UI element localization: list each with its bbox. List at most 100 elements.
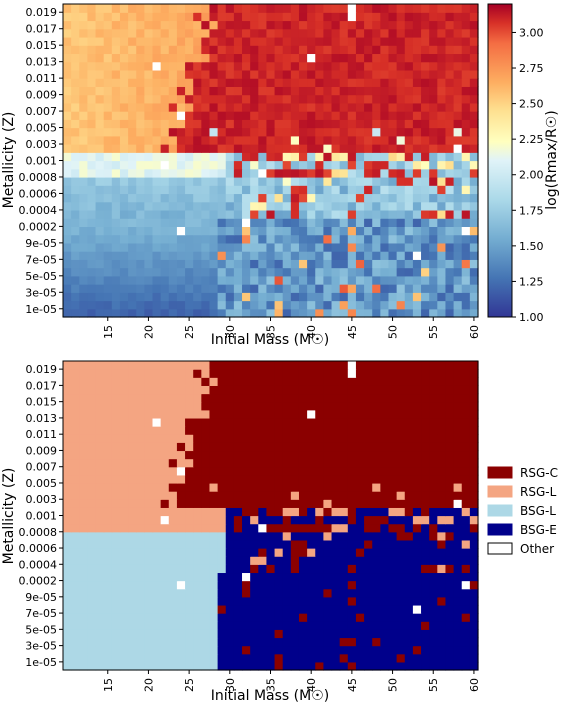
heatmap-cell bbox=[469, 176, 479, 186]
heatmap-cell bbox=[412, 20, 422, 30]
heatmap-cell bbox=[282, 12, 292, 22]
heatmap-cell bbox=[323, 242, 333, 252]
heatmap-cell bbox=[388, 135, 398, 145]
classification-cell bbox=[388, 393, 398, 403]
heatmap-cell bbox=[421, 176, 430, 186]
classification-cell bbox=[144, 515, 154, 525]
heatmap-cell bbox=[315, 292, 324, 302]
classification-cell bbox=[396, 482, 406, 492]
heatmap-cell bbox=[380, 53, 390, 63]
classification-cell bbox=[63, 531, 72, 541]
heatmap-cell bbox=[266, 53, 276, 63]
heatmap-cell bbox=[421, 4, 430, 13]
classification-cell bbox=[225, 401, 235, 411]
heatmap-cell bbox=[364, 185, 373, 195]
classification-cell bbox=[290, 564, 300, 574]
heatmap-cell bbox=[95, 160, 105, 170]
heatmap-cell bbox=[290, 308, 300, 318]
heatmap-cell bbox=[242, 36, 251, 46]
heatmap-cell bbox=[242, 152, 251, 162]
heatmap-cell bbox=[396, 86, 406, 96]
classification-cell bbox=[250, 450, 259, 460]
classification-cell bbox=[421, 531, 430, 541]
heatmap-cell bbox=[388, 308, 398, 318]
classification-cell bbox=[71, 653, 80, 663]
classification-cell bbox=[193, 523, 202, 533]
heatmap-cell bbox=[315, 308, 324, 318]
heatmap-cell bbox=[469, 69, 479, 79]
classification-cell bbox=[160, 385, 170, 395]
heatmap-cell bbox=[290, 111, 300, 120]
classification-cell bbox=[339, 450, 349, 460]
heatmap-cell bbox=[176, 61, 186, 71]
heatmap-cell bbox=[242, 45, 251, 55]
heatmap-cell bbox=[201, 94, 211, 104]
classification-cell bbox=[185, 653, 194, 663]
heatmap-cell bbox=[242, 218, 251, 227]
classification-cell bbox=[445, 539, 455, 549]
classification-cell bbox=[372, 434, 381, 443]
classification-cell bbox=[160, 458, 170, 468]
classification-cell bbox=[79, 434, 89, 443]
classification-cell bbox=[445, 450, 455, 460]
heatmap-cell bbox=[307, 69, 316, 79]
heatmap-cell bbox=[347, 185, 357, 195]
classification-cell bbox=[429, 393, 438, 403]
classification-cell bbox=[290, 507, 300, 517]
colorbar-tick-label: 2.25 bbox=[519, 133, 544, 146]
heatmap-cell bbox=[136, 218, 145, 227]
classification-cell bbox=[160, 613, 170, 622]
heatmap-cell bbox=[469, 300, 479, 310]
heatmap-cell bbox=[193, 20, 202, 30]
heatmap-cell bbox=[372, 201, 381, 211]
classification-cell bbox=[193, 401, 202, 411]
heatmap-cell bbox=[331, 218, 341, 227]
heatmap-cell bbox=[461, 193, 471, 203]
classification-cell bbox=[193, 450, 202, 460]
classification-cell bbox=[339, 426, 349, 435]
classification-cell bbox=[79, 474, 89, 484]
heatmap-cell bbox=[119, 267, 129, 277]
classification-cell bbox=[282, 653, 292, 663]
classification-cell bbox=[331, 515, 341, 525]
heatmap-cell bbox=[136, 119, 145, 129]
heatmap-cell bbox=[193, 300, 202, 310]
heatmap-cell bbox=[193, 12, 202, 22]
classification-cell bbox=[331, 499, 341, 508]
heatmap-cell bbox=[429, 226, 438, 236]
heatmap-cell bbox=[250, 160, 259, 170]
heatmap-cell bbox=[185, 69, 194, 79]
heatmap-cell bbox=[128, 234, 137, 244]
heatmap-cell bbox=[217, 12, 227, 22]
heatmap-cell bbox=[201, 308, 211, 318]
classification-cell bbox=[87, 409, 97, 419]
classification-cell bbox=[372, 531, 381, 541]
classification-cell bbox=[282, 629, 292, 639]
heatmap-cell bbox=[331, 53, 341, 63]
classification-cell bbox=[355, 548, 365, 557]
y-tick-label: 9e-05 bbox=[25, 237, 57, 250]
classification-cell bbox=[233, 377, 243, 386]
x-tick-label: 45 bbox=[346, 325, 359, 339]
heatmap-cell bbox=[63, 292, 72, 302]
heatmap-cell bbox=[461, 176, 471, 186]
classification-cell bbox=[315, 507, 324, 517]
heatmap-cell bbox=[71, 259, 80, 269]
heatmap-cell bbox=[331, 300, 341, 310]
classification-cell bbox=[421, 564, 430, 574]
classification-cell bbox=[168, 361, 178, 370]
heatmap-cell bbox=[233, 127, 243, 137]
classification-cell bbox=[298, 523, 308, 533]
heatmap-cell bbox=[372, 135, 381, 145]
heatmap-cell bbox=[372, 176, 381, 186]
heatmap-cell bbox=[290, 78, 300, 87]
x-tick-label: 30 bbox=[224, 678, 237, 692]
heatmap-cell bbox=[250, 127, 259, 137]
classification-cell bbox=[160, 531, 170, 541]
heatmap-cell bbox=[372, 226, 381, 236]
classification-cell bbox=[421, 458, 430, 468]
classification-cell bbox=[233, 548, 243, 557]
heatmap-cell bbox=[421, 36, 430, 46]
classification-cell bbox=[266, 369, 276, 378]
heatmap-cell bbox=[355, 267, 365, 277]
